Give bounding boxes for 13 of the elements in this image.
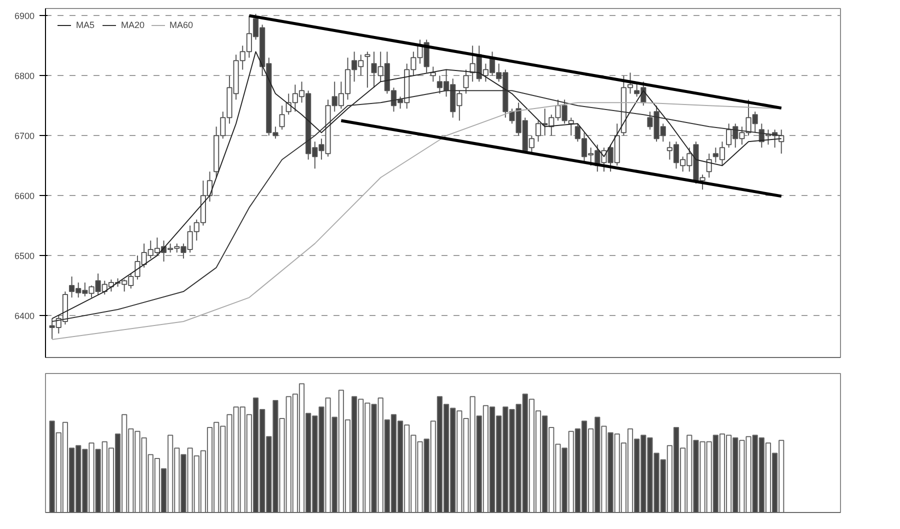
candlestick xyxy=(463,69,469,94)
candlestick xyxy=(706,153,712,178)
y-tick-label: 6600 xyxy=(14,191,35,202)
legend-label: MA5 xyxy=(76,20,96,30)
candlestick xyxy=(364,51,370,88)
candlestick xyxy=(279,105,285,130)
y-tick-label: 6700 xyxy=(14,131,35,142)
y-tick-label: 6900 xyxy=(14,11,35,22)
legend-label: MA60 xyxy=(170,20,194,30)
y-tick-label: 6400 xyxy=(14,311,35,322)
y-tick-label: 6500 xyxy=(14,251,35,262)
y-tick-label: 6800 xyxy=(14,71,35,82)
legend-label: MA20 xyxy=(121,20,145,30)
